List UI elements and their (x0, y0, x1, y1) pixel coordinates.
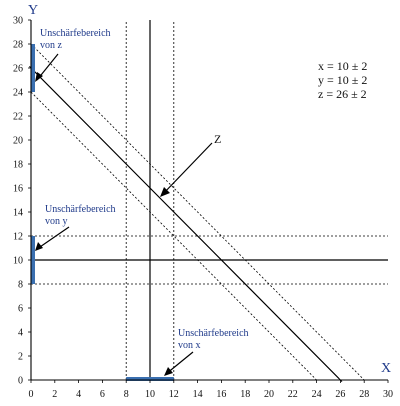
annotation-uncertainty-x-line2: von x (178, 340, 201, 351)
annotation-uncertainty-x-line1: Unschärfebereich (178, 328, 249, 339)
annotation-uncertainty-z-line2: von z (40, 40, 63, 51)
x-tick-label-4: 4 (76, 389, 81, 400)
arrow-to-z-line (161, 142, 213, 196)
y-tick-label-30: 30 (13, 16, 23, 27)
x-tick-label-12: 12 (169, 389, 179, 400)
diagonal-line-z-24 (30, 91, 317, 381)
x-tick-label-10: 10 (145, 389, 155, 400)
x-tick-label-14: 14 (193, 389, 203, 400)
y-tick-label-6: 6 (18, 304, 23, 315)
y-axis-letter: Y (28, 3, 38, 18)
y-tick-label-12: 12 (13, 232, 23, 243)
x-axis-letter: X (381, 361, 391, 376)
range-bar-x-8-12 (126, 377, 174, 381)
x-tick-label-28: 28 (359, 389, 369, 400)
y-tick-label-16: 16 (13, 184, 23, 195)
z-line-label: Z (214, 132, 221, 146)
axes (30, 20, 388, 381)
y-tick-label-22: 22 (13, 112, 23, 123)
x-tick-label-22: 22 (288, 389, 298, 400)
arrow-to-y-range (36, 226, 70, 250)
y-tick-label-0: 0 (18, 376, 23, 387)
y-tick-label-28: 28 (13, 40, 23, 51)
diagonal-line-z-28 (30, 43, 365, 381)
x-tick-label-0: 0 (29, 389, 34, 400)
annotation-uncertainty-x: Unschärfebereich von x (178, 328, 251, 351)
y-tick-label-18: 18 (13, 160, 23, 171)
diagonal-line-z-26-b (32, 69, 343, 382)
arrow-to-y-range-head (35, 242, 43, 251)
equation-block: x = 10 ± 2 y = 10 ± 2 z = 26 ± 2 (318, 59, 370, 101)
y-tick-label-14: 14 (13, 208, 23, 219)
annotation-uncertainty-z-line1: Unschärfebereich (40, 28, 111, 39)
annotation-uncertainty-y-line1: Unschärfebereich (45, 204, 116, 215)
diagram-lines (29, 20, 388, 382)
y-tick-label-8: 8 (18, 280, 23, 291)
tick-labels: 0 2 4 6 8 10 12 14 16 18 20 22 24 26 28 300246810121416… (13, 16, 393, 401)
x-tick-label-20: 20 (264, 389, 274, 400)
range-bar-y-8-12 (31, 236, 35, 284)
uncertainty-bars (31, 44, 174, 381)
y-tick-label-2: 2 (18, 352, 23, 363)
annotation-uncertainty-z: Unschärfebereich von z (40, 28, 113, 51)
y-tick-label-24: 24 (13, 88, 23, 99)
x-tick-label-18: 18 (240, 389, 250, 400)
arrow-to-x-range-head (164, 367, 173, 376)
arrows (35, 53, 213, 376)
arrow-to-z-range-head (35, 72, 43, 82)
range-bar-y-24-28 (31, 44, 35, 92)
x-tick-label-8: 8 (124, 389, 129, 400)
y-tick-label-4: 4 (18, 328, 23, 339)
y-tick-label-10: 10 (13, 256, 23, 267)
equation-x: x = 10 ± 2 (318, 59, 367, 73)
x-tick-label-6: 6 (100, 389, 105, 400)
arrow-to-z-line-head (160, 187, 170, 197)
y-tick-label-20: 20 (13, 136, 23, 147)
x-tick-label-30: 30 (383, 389, 393, 400)
x-tick-label-16: 16 (216, 389, 226, 400)
x-tick-label-26: 26 (335, 389, 345, 400)
annotation-uncertainty-y: Unschärfebereich von y (45, 204, 118, 227)
equation-y: y = 10 ± 2 (318, 73, 367, 87)
x-tick-label-24: 24 (312, 389, 322, 400)
equation-z: z = 26 ± 2 (318, 87, 367, 101)
annotation-uncertainty-y-line2: von y (45, 216, 68, 227)
y-tick-label-26: 26 (13, 64, 23, 75)
x-tick-label-2: 2 (52, 389, 57, 400)
